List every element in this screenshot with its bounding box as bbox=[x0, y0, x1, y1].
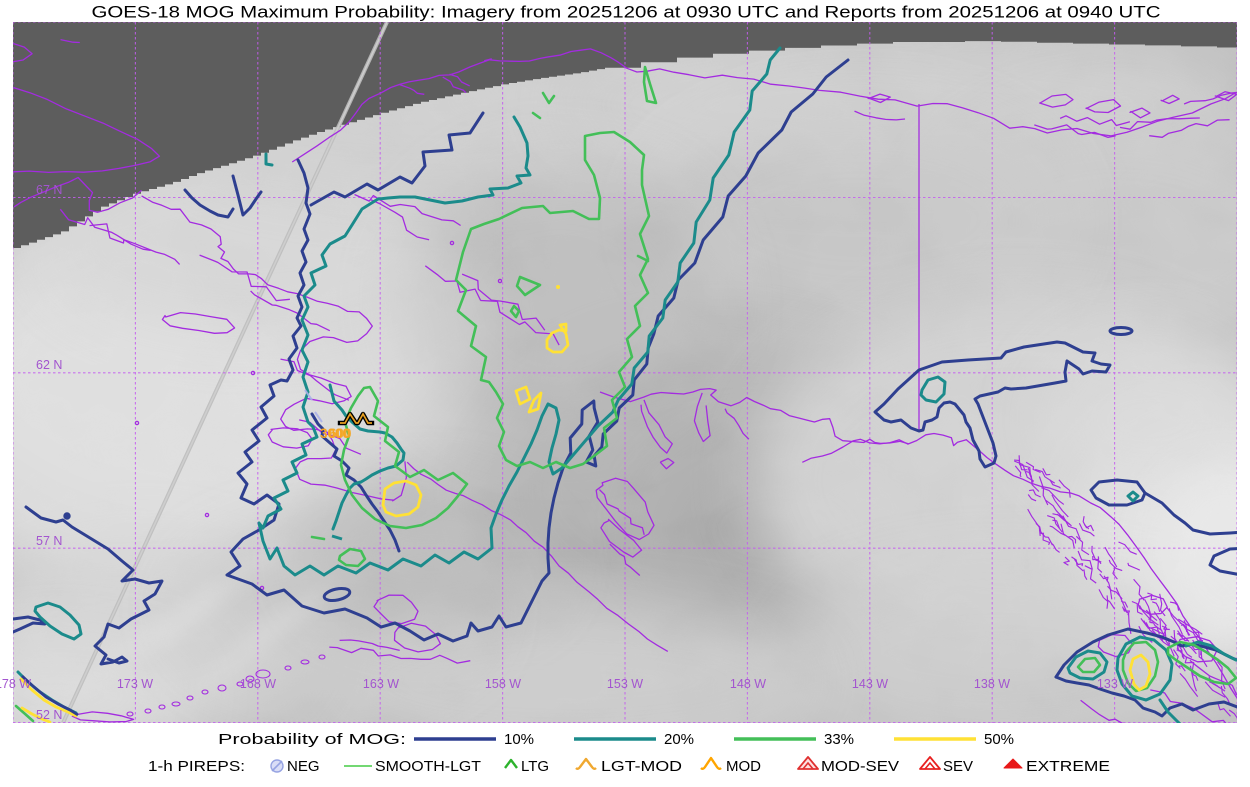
svg-text:GOES-18 MOG Maximum Probabilit: GOES-18 MOG Maximum Probability: Imagery… bbox=[92, 4, 1161, 22]
svg-text:148 W: 148 W bbox=[730, 677, 766, 691]
svg-text:SEV: SEV bbox=[943, 758, 973, 775]
svg-text:143 W: 143 W bbox=[852, 677, 888, 691]
svg-text:LTG: LTG bbox=[521, 758, 549, 775]
svg-text:NEG: NEG bbox=[287, 758, 320, 775]
svg-text:57 N: 57 N bbox=[36, 534, 62, 548]
svg-text:168 W: 168 W bbox=[240, 677, 276, 691]
svg-text:153 W: 153 W bbox=[607, 677, 643, 691]
svg-text:67 N: 67 N bbox=[36, 183, 62, 197]
svg-text:33%: 33% bbox=[824, 731, 854, 748]
svg-text:20%: 20% bbox=[664, 731, 694, 748]
svg-text:62 N: 62 N bbox=[36, 358, 62, 372]
svg-text:52 N: 52 N bbox=[36, 708, 62, 722]
svg-text:138 W: 138 W bbox=[974, 677, 1010, 691]
svg-text:EXTREME: EXTREME bbox=[1026, 758, 1110, 775]
svg-text:1-h PIREPS:: 1-h PIREPS: bbox=[148, 758, 245, 775]
svg-text:163 W: 163 W bbox=[363, 677, 399, 691]
svg-text:133 W: 133 W bbox=[1097, 677, 1133, 691]
svg-text:178 W: 178 W bbox=[0, 677, 31, 691]
svg-text:SMOOTH-LGT: SMOOTH-LGT bbox=[375, 758, 481, 775]
svg-text:LGT-MOD: LGT-MOD bbox=[601, 758, 682, 775]
svg-text:MOD-SEV: MOD-SEV bbox=[821, 758, 899, 775]
svg-text:Probability of MOG:: Probability of MOG: bbox=[218, 731, 406, 748]
svg-text:3000: 3000 bbox=[320, 426, 350, 441]
svg-text:600: 600 bbox=[329, 426, 352, 441]
svg-text:MOD: MOD bbox=[726, 758, 761, 775]
svg-text:158 W: 158 W bbox=[485, 677, 521, 691]
svg-text:173 W: 173 W bbox=[117, 677, 153, 691]
svg-text:10%: 10% bbox=[504, 731, 534, 748]
svg-text:50%: 50% bbox=[984, 731, 1014, 748]
